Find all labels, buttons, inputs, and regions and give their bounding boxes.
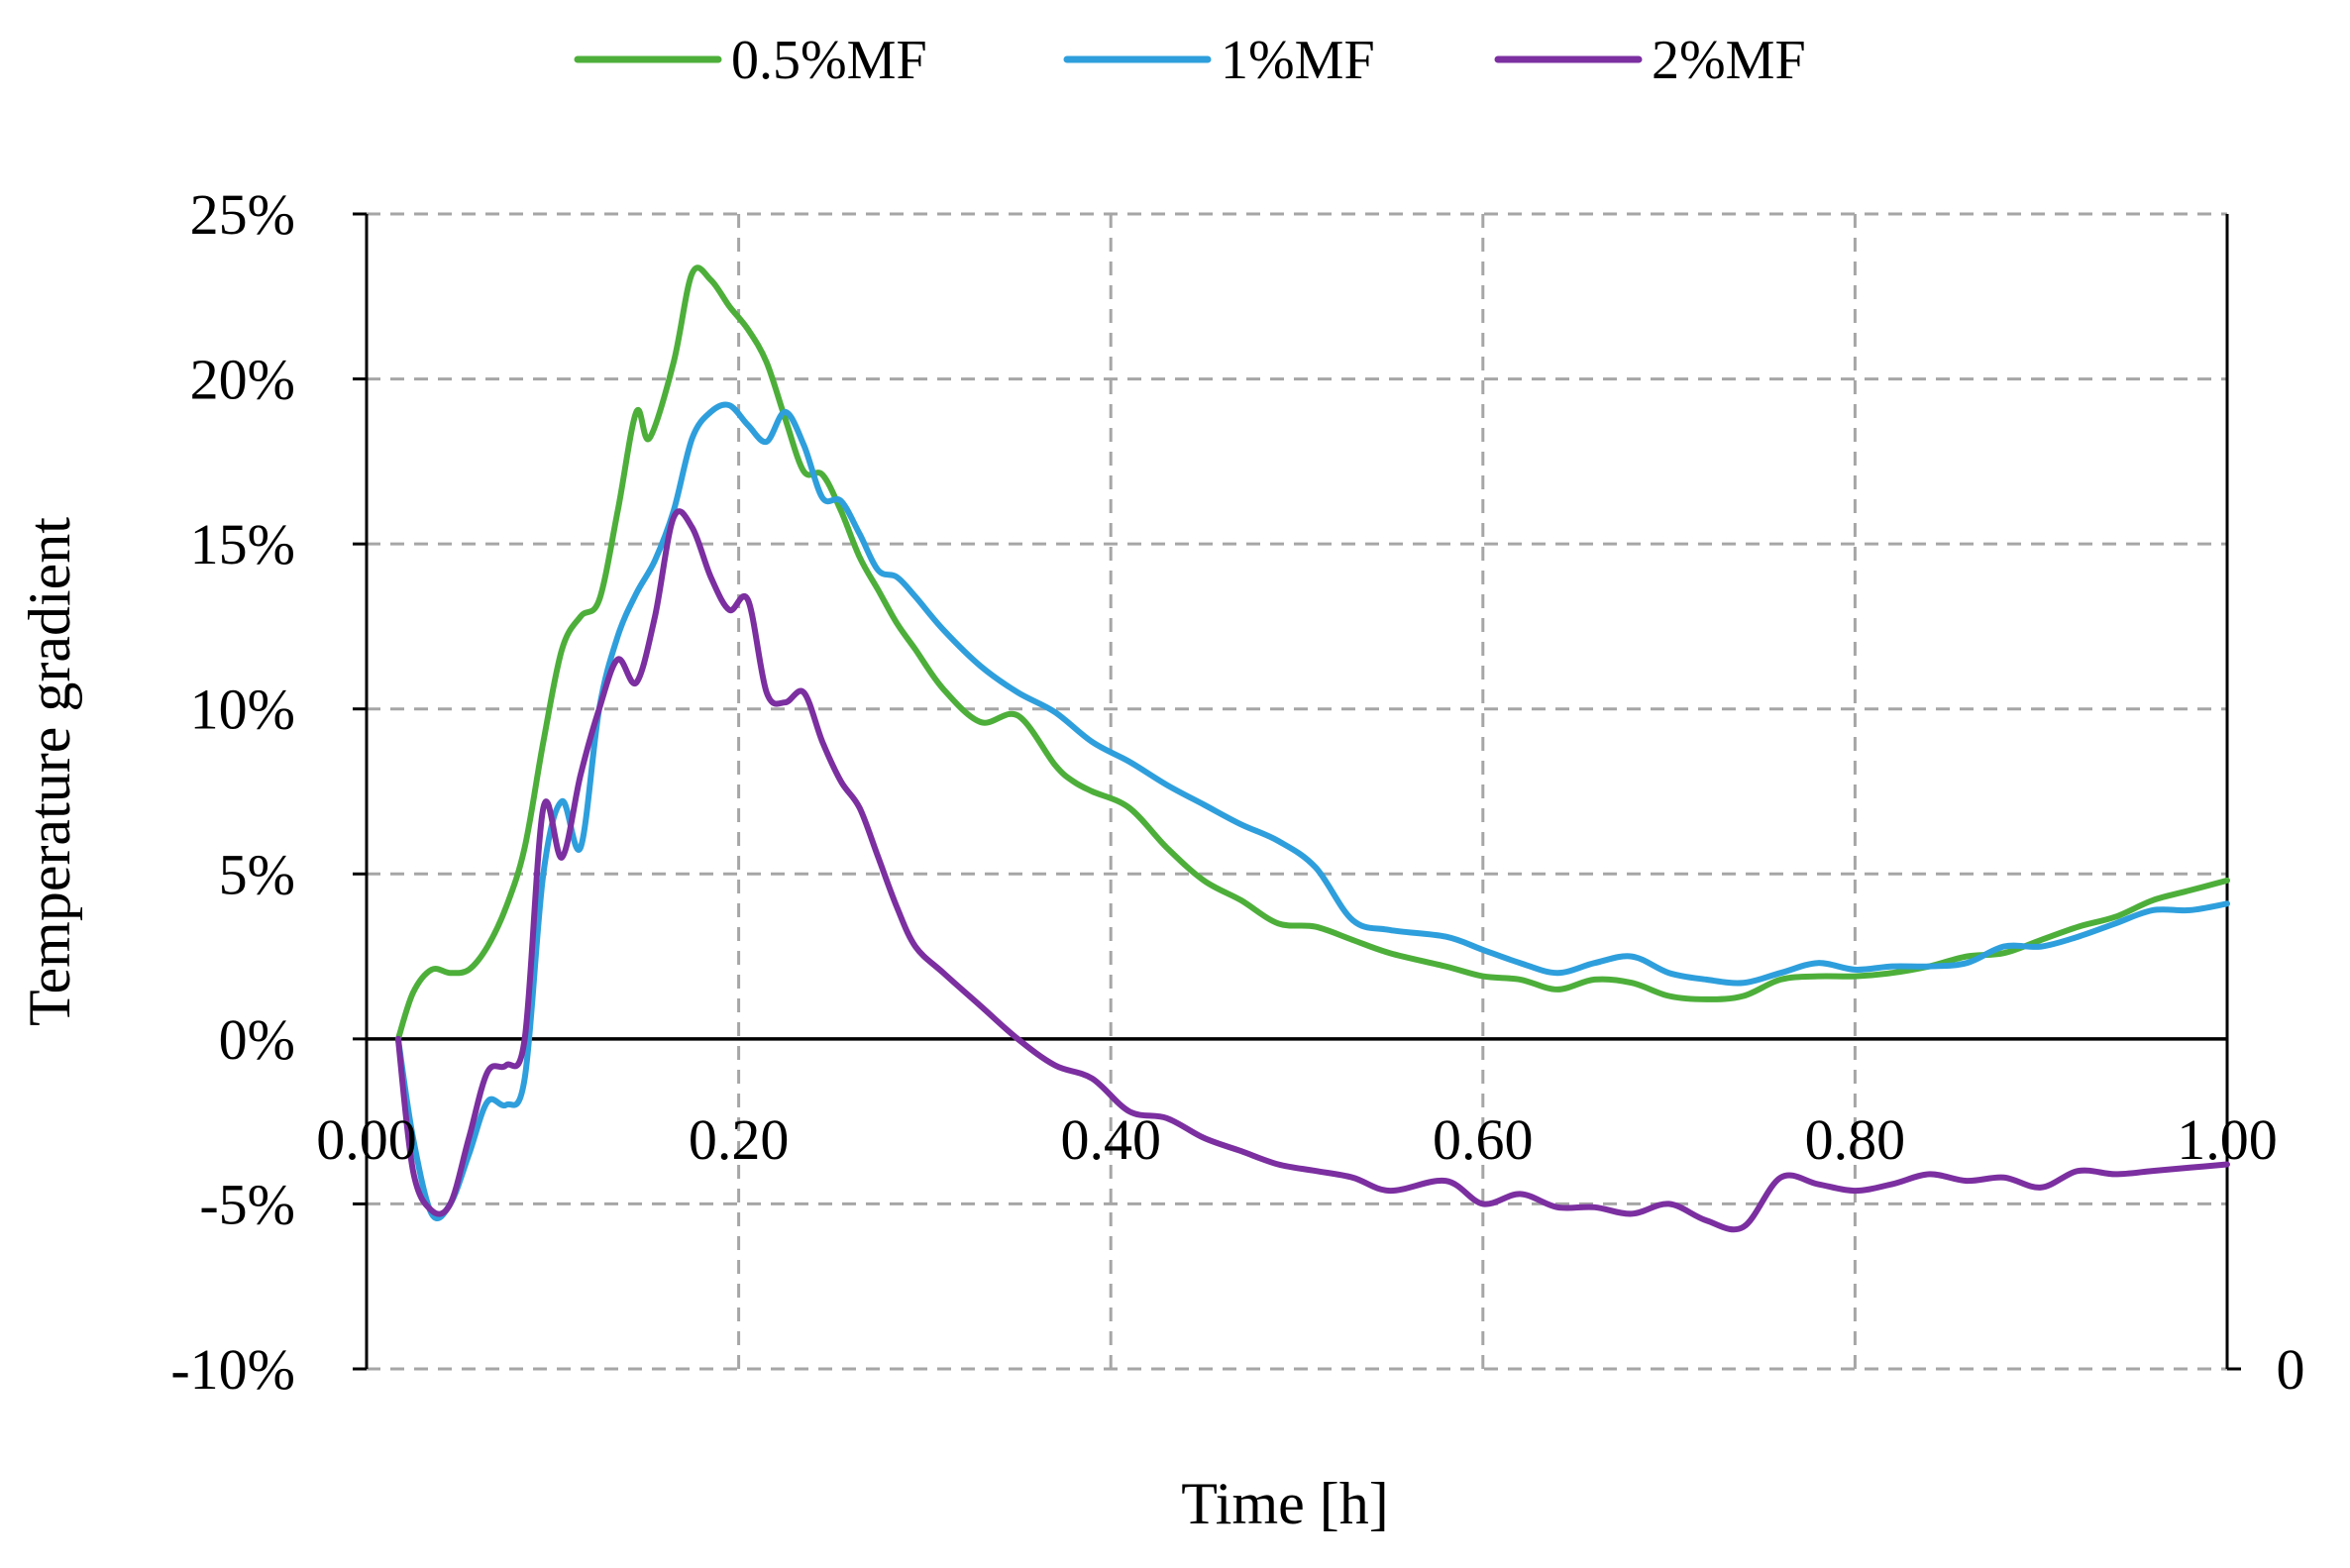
legend-label: 1%MF [1221,30,1375,91]
y-tick-label: 10% [190,678,295,742]
x-axis-title: Time [h] [1181,1471,1388,1536]
x-tick-label: 0.80 [1805,1107,1906,1172]
legend-label: 0.5%MF [731,30,927,91]
x-tick-label: 0.60 [1433,1107,1534,1172]
legend-label: 2%MF [1652,30,1806,91]
series-line-2 [394,508,2230,1233]
chart-axes [353,212,2241,1371]
y-tick-label: 15% [190,512,295,576]
series-line-0 [394,264,2230,1042]
series-layer [394,264,2230,1233]
y-tick-label: 5% [219,842,295,906]
tick-labels: 25% 20% 15% 10% 5% 0% -5% -10% 0.00 0.20 0.40 0.60 0… [170,182,2304,1402]
y-tick-label: 0% [219,1007,295,1072]
y-tick-label: -10% [170,1337,295,1402]
x-tick-label: 1.00 [2177,1107,2278,1172]
y-tick-label: 20% [190,348,295,412]
x-tick-label: 0.20 [689,1107,790,1172]
chart-legend: 0.5%MF 1%MF 2%MF [574,30,1806,91]
gridlines [367,212,2227,1371]
secondary-y-tick-label: 0 [2277,1337,2305,1402]
x-tick-label: 0.40 [1060,1107,1161,1172]
y-tick-label: 25% [190,182,295,247]
x-tick-label: 0.00 [316,1107,417,1172]
y-axis-title: Temperature gradient [17,517,82,1026]
y-tick-label: -5% [199,1172,295,1236]
